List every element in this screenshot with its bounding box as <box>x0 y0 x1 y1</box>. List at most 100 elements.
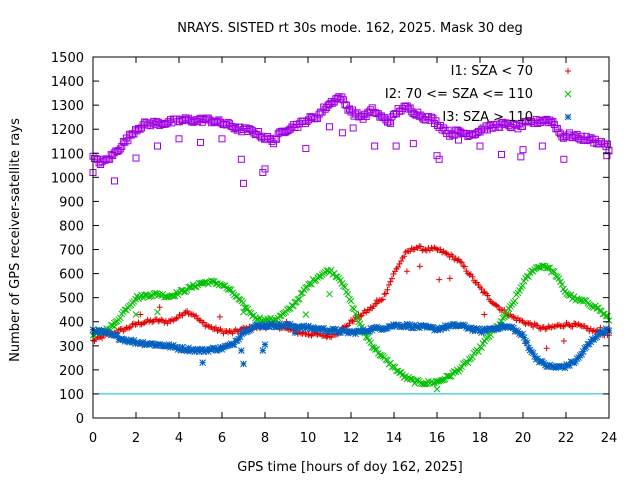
series-3-point <box>265 323 273 331</box>
series-1-point <box>381 291 388 298</box>
series-4-outlier <box>218 135 226 143</box>
series-1-point <box>395 263 402 270</box>
series-3-point <box>561 364 569 372</box>
series-1-outlier <box>216 313 223 320</box>
series-1-point <box>577 322 584 329</box>
series-3-point <box>551 363 558 371</box>
series-3-point <box>582 343 590 351</box>
series-3-point <box>403 320 411 328</box>
series-1-outlier <box>137 311 144 318</box>
series-2-point <box>429 380 437 387</box>
series-2-outlier <box>111 323 118 330</box>
series-2-outlier <box>326 290 333 298</box>
series-3-point <box>326 326 334 334</box>
series-2-point <box>289 302 297 310</box>
series-3-point <box>505 323 513 331</box>
y-tick-label: 1400 <box>51 75 84 90</box>
series-3-point <box>177 346 185 354</box>
series-2-outlier <box>433 385 441 393</box>
series-2-point <box>209 278 217 285</box>
x-tick-label: 22 <box>558 431 575 446</box>
y-tick-label: 600 <box>59 268 84 283</box>
series-3-point <box>259 323 267 331</box>
series-1-point <box>187 310 194 317</box>
series-1-point <box>130 320 137 327</box>
series-3-outlier <box>237 347 245 354</box>
series-3-point <box>126 338 133 346</box>
series-3-point <box>567 358 575 366</box>
series-3-point <box>189 345 197 353</box>
series-1-point <box>402 249 409 256</box>
series-4-outlier <box>111 177 118 185</box>
series-2-point <box>567 291 575 299</box>
series-3-point <box>438 324 446 331</box>
series-2-point <box>347 297 355 305</box>
series-3-point <box>309 324 317 331</box>
y-tick-label: 700 <box>59 244 84 259</box>
y-axis-label: Number of GPS receiver-satellite rays <box>8 118 23 362</box>
series-3-point <box>329 325 337 333</box>
series-3-point <box>397 323 405 331</box>
series-1-outlier <box>416 263 423 270</box>
y-tick-label: 400 <box>59 316 84 331</box>
legend-label-2: I2: 70 <= SZA <= 110 <box>385 87 533 102</box>
series-3-point <box>258 323 265 331</box>
series-4-outlier <box>302 144 310 152</box>
series-3-point <box>593 333 601 341</box>
series-3-point <box>566 362 573 369</box>
series-3-point <box>490 325 498 332</box>
series-2-point <box>503 309 511 317</box>
series-1-point <box>205 323 212 330</box>
series-3-point <box>300 322 308 330</box>
series-3-point <box>374 324 382 332</box>
series-2-point <box>464 359 472 367</box>
series-4-outlier <box>349 124 357 132</box>
x-tick-label: 0 <box>89 431 97 446</box>
series-3-point <box>429 324 437 331</box>
series-1-point <box>442 249 449 256</box>
x-tick-label: 10 <box>300 431 317 446</box>
series-4-outlier <box>175 135 183 143</box>
series-1-point <box>176 311 183 318</box>
series-2-point <box>593 305 601 312</box>
series-3-point <box>252 322 259 329</box>
series-4-outlier <box>132 154 140 162</box>
series-3-point <box>192 346 200 354</box>
series-1-outlier <box>543 345 550 352</box>
series-3-point <box>467 324 475 332</box>
series-1-point <box>225 329 232 336</box>
series-1-point <box>449 253 456 260</box>
series-2-point <box>549 267 557 275</box>
series-3-point <box>535 358 543 366</box>
series-3-point <box>201 346 209 354</box>
series-1-outlier <box>373 297 380 304</box>
series-3-point <box>242 328 250 336</box>
series-3-point <box>519 330 526 338</box>
series-2-point <box>235 295 243 303</box>
series-4-outlier <box>519 146 527 154</box>
series-1-point <box>495 303 502 310</box>
series-3-point <box>554 363 561 371</box>
series-2-point <box>599 310 607 318</box>
series-2-point <box>294 296 302 303</box>
series-2-point <box>458 363 466 371</box>
series-1-point <box>346 320 353 327</box>
series-3-point <box>496 324 504 332</box>
series-3-point <box>148 339 156 347</box>
x-tick-label: 16 <box>429 431 446 446</box>
series-2-point <box>519 282 526 290</box>
series-2-point <box>373 345 381 353</box>
series-4-point <box>386 119 394 127</box>
series-1-point <box>140 320 147 327</box>
series-3-point <box>305 322 312 330</box>
series-3-point <box>147 340 155 348</box>
series-3-point <box>183 347 191 355</box>
series-2-point <box>551 268 558 275</box>
series-3-point <box>446 322 454 330</box>
series-3 <box>89 320 613 372</box>
series-3-point <box>506 324 514 331</box>
series-2-point <box>296 295 303 303</box>
legend-marker-1 <box>565 68 571 74</box>
series-3-point <box>529 349 537 357</box>
